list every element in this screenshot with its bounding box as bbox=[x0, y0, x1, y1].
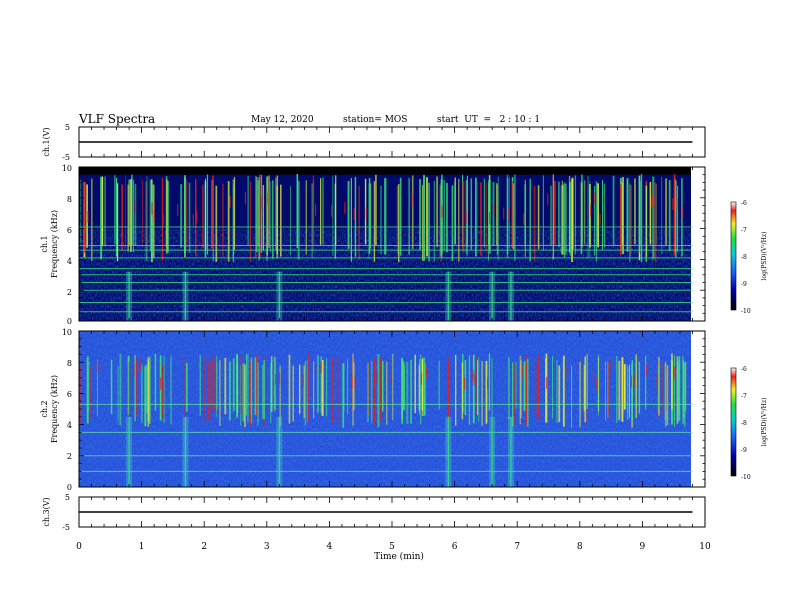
colorbar-ch2: -6 -7 -8 -9 -10 log(PSD)(V²/Hz) bbox=[730, 366, 768, 481]
colorbar-label: log(PSD)(V²/Hz) bbox=[761, 398, 768, 447]
x-tick-label: 9 bbox=[640, 542, 646, 552]
x-axis: 0 1 2 3 4 5 6 7 8 9 10 Time (min) bbox=[76, 542, 711, 562]
colorbar-tick-label: -7 bbox=[741, 227, 747, 234]
tick-marks bbox=[78, 127, 706, 527]
x-tick-label: 7 bbox=[514, 542, 520, 552]
ch2-frequency-label: Frequency (kHz) bbox=[50, 375, 59, 443]
ch1-broadband-layer bbox=[126, 271, 514, 321]
start-time-label: start UT = 2 : 10 : 1 bbox=[437, 115, 541, 125]
ch3-voltage-axis-label: ch.3(V) bbox=[42, 497, 51, 526]
ch1-tick-label: 2 bbox=[67, 288, 72, 297]
colorbar-ch1: -6 -7 -8 -9 -10 log(PSD)(V²/Hz) bbox=[730, 200, 768, 315]
colorbar-tick-label: -8 bbox=[741, 420, 747, 427]
x-tick-label: 2 bbox=[201, 542, 207, 552]
ch1v-tick-label: -5 bbox=[62, 153, 70, 162]
ch3v-tick-label: -5 bbox=[62, 523, 70, 532]
ch1-axis-label: ch.1 bbox=[40, 235, 49, 252]
x-tick-label: 5 bbox=[389, 542, 395, 552]
ch1-line-layer bbox=[79, 226, 693, 313]
ch2-spectrogram-panel: ch.2 Frequency (kHz) 10 8 6 4 2 0 bbox=[40, 328, 706, 492]
x-tick-label: 10 bbox=[699, 542, 711, 552]
x-tick-label: 6 bbox=[452, 542, 458, 552]
ch2-tick-label: 4 bbox=[67, 421, 72, 430]
ch1-tick-label: 4 bbox=[67, 257, 72, 266]
ch2-tick-label: 10 bbox=[62, 328, 72, 337]
colorbar-tick-label: -10 bbox=[741, 308, 751, 315]
colorbar-tick-label: -10 bbox=[741, 474, 751, 481]
ch3v-tick-label: 5 bbox=[65, 493, 70, 502]
ch1-frequency-label: Frequency (kHz) bbox=[50, 210, 59, 278]
ch1-tick-label: 6 bbox=[67, 226, 72, 235]
colorbar-tick-label: -9 bbox=[741, 281, 747, 288]
x-tick-label: 8 bbox=[577, 542, 583, 552]
x-tick-label: 0 bbox=[76, 542, 82, 552]
colorbar-tick-label: -7 bbox=[741, 393, 747, 400]
colorbar-tick-label: -8 bbox=[741, 254, 747, 261]
ch1v-tick-label: 5 bbox=[65, 123, 70, 132]
date-label: May 12, 2020 bbox=[251, 115, 314, 125]
colorbar-tick-label: -6 bbox=[741, 366, 747, 373]
ch2-spectrogram-noise bbox=[79, 331, 691, 487]
x-axis-title: Time (min) bbox=[374, 551, 424, 562]
ch2-line-layer bbox=[79, 403, 693, 472]
ch2-tick-label: 2 bbox=[67, 452, 72, 461]
ch1-tick-label: 8 bbox=[67, 195, 72, 204]
ch1-burst-layer bbox=[80, 173, 684, 263]
ch1-tick-label: 10 bbox=[62, 164, 72, 173]
ch1-voltage-axis-label: ch.1(V) bbox=[42, 127, 51, 156]
ch2-axis-label: ch.2 bbox=[40, 400, 49, 417]
ch2-tick-label: 6 bbox=[67, 390, 72, 399]
colorbar-tick-label: -6 bbox=[741, 200, 747, 207]
ch2-burst-layer bbox=[80, 353, 687, 428]
ch1-spectrogram-panel: ch.1 Frequency (kHz) 10 8 6 4 2 0 bbox=[40, 164, 706, 326]
x-tick-label: 1 bbox=[139, 542, 145, 552]
colorbar-label: log(PSD)(V²/Hz) bbox=[761, 232, 768, 281]
chart-title: VLF Spectra bbox=[79, 112, 156, 126]
ch2-tick-label: 0 bbox=[67, 483, 72, 492]
x-tick-label: 4 bbox=[327, 542, 333, 552]
ch2-broadband-layer bbox=[126, 416, 514, 487]
x-tick-label: 3 bbox=[264, 542, 270, 552]
ch1-saturated-band bbox=[79, 167, 691, 175]
colorbar-tick-label: -9 bbox=[741, 447, 747, 454]
ch1-tick-label: 0 bbox=[67, 317, 72, 326]
ch2-tick-label: 8 bbox=[67, 359, 72, 368]
station-label: station= MOS bbox=[343, 115, 408, 125]
